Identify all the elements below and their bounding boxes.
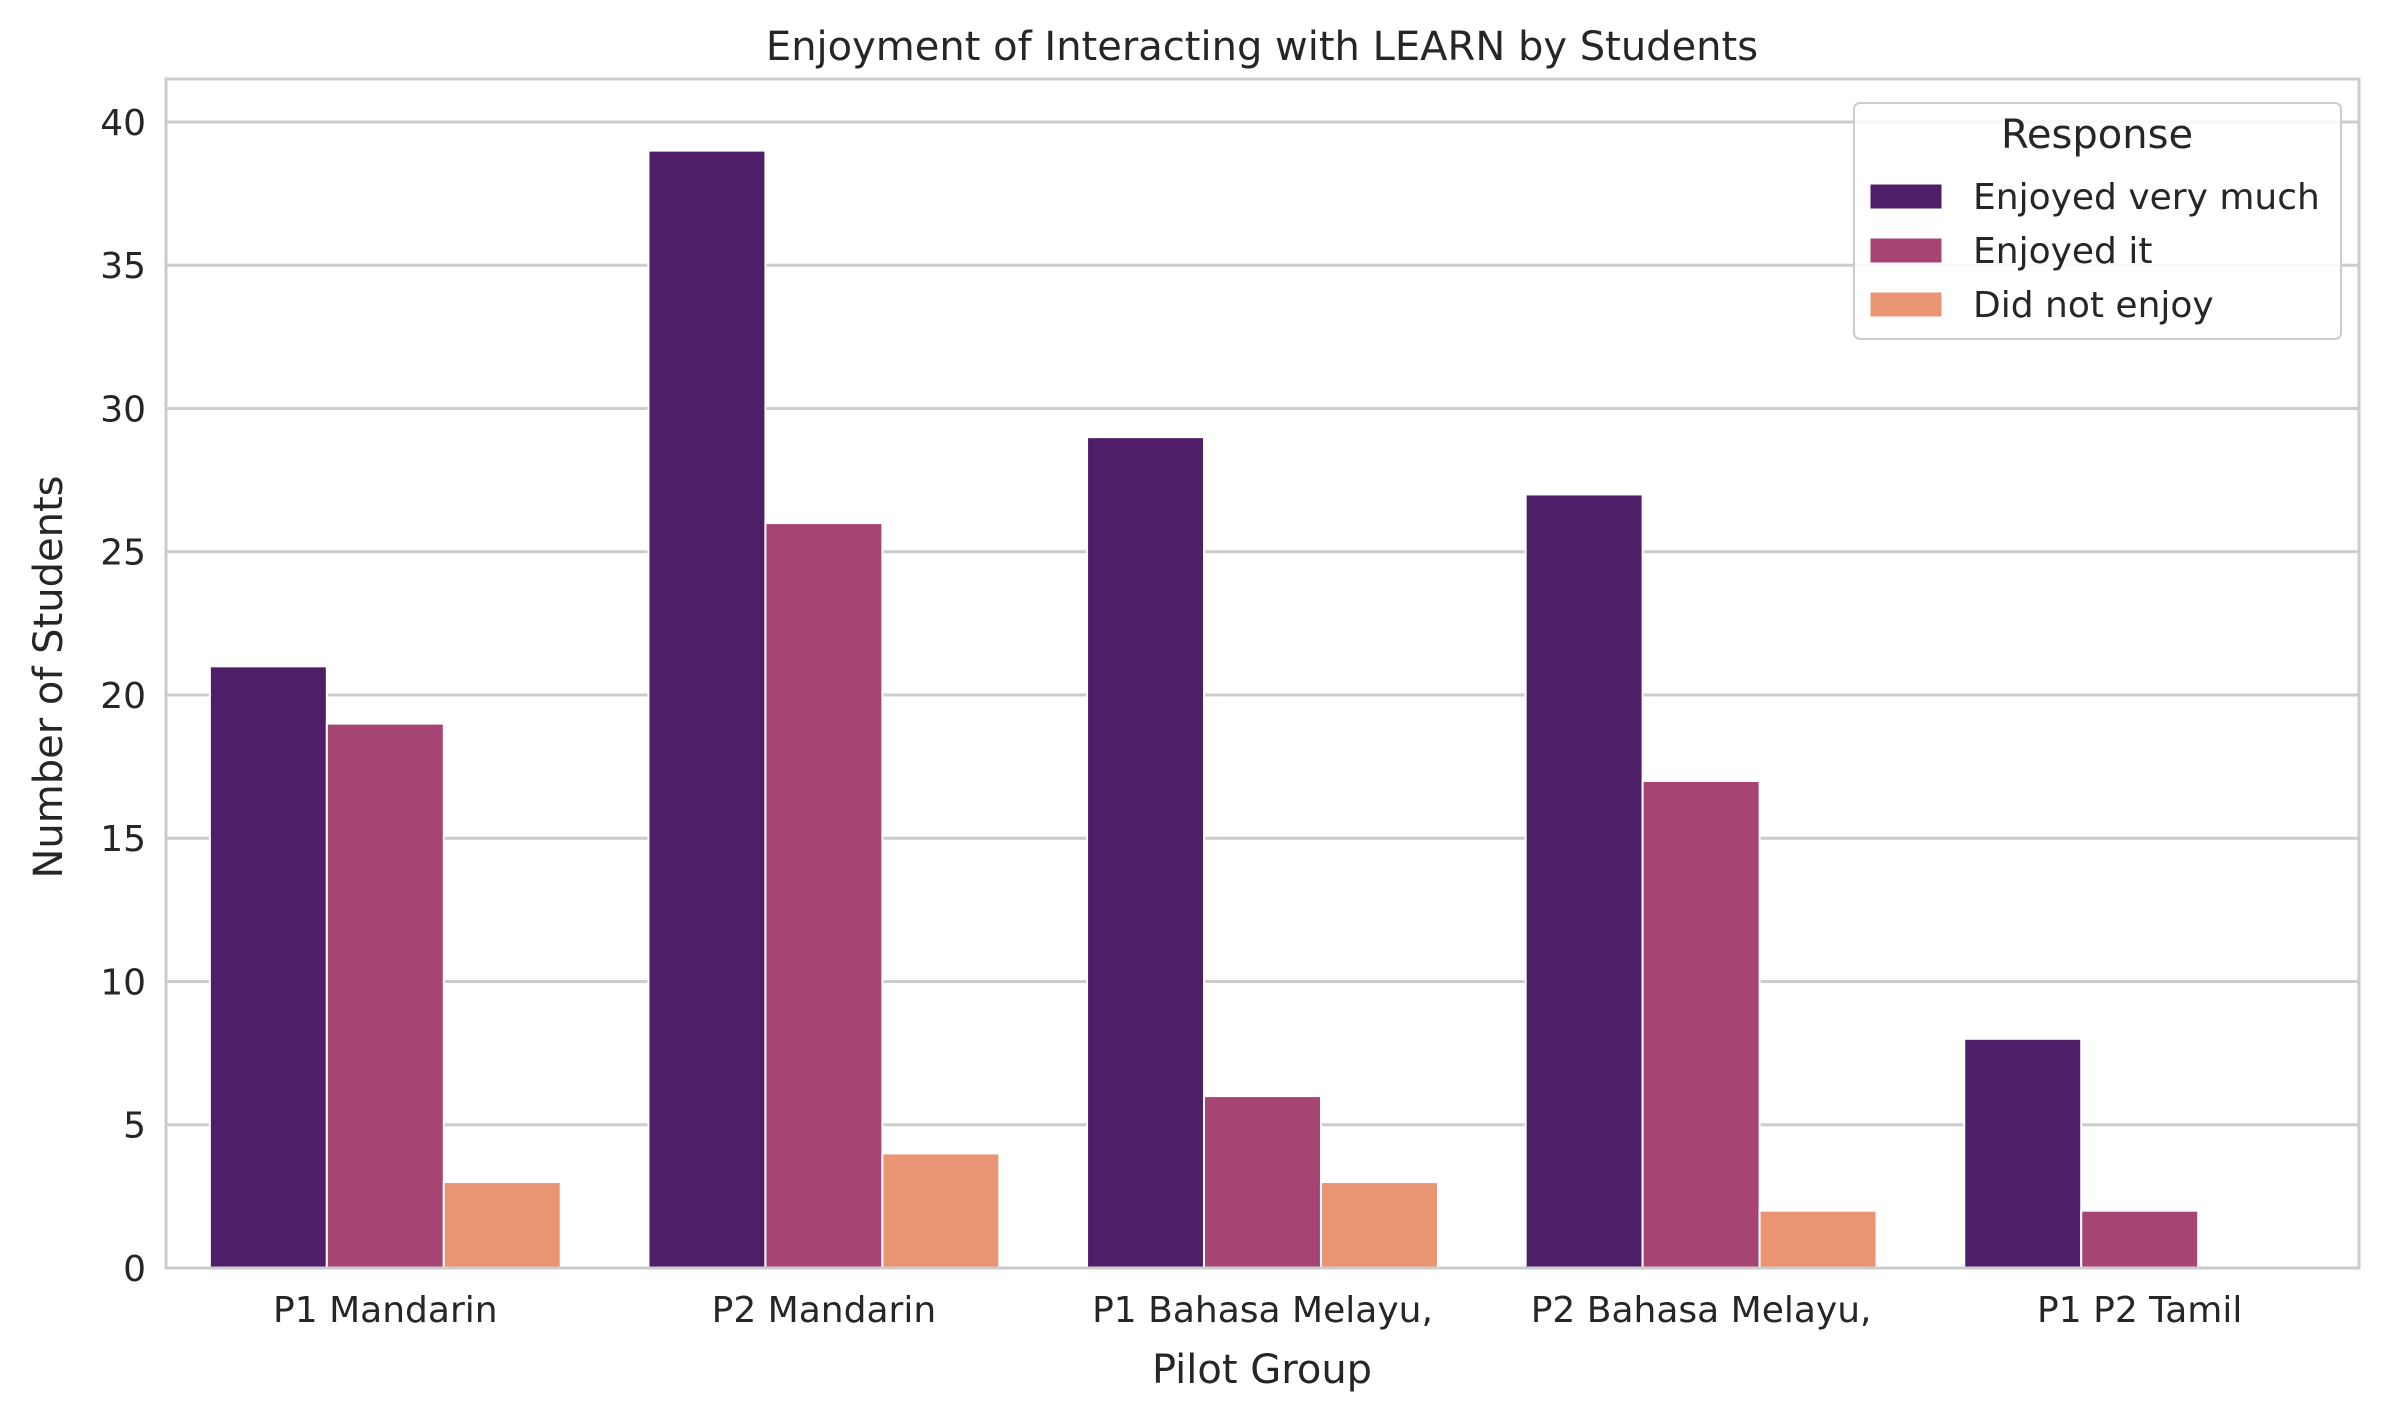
legend: Response Enjoyed very much Enjoyed it Did … <box>1853 102 2342 340</box>
y-tick-label: 0 <box>123 1249 146 1290</box>
y-tick-label: 30 <box>100 389 146 430</box>
bar <box>1758 1209 1878 1270</box>
bar <box>764 522 884 1269</box>
legend-swatch <box>1869 291 1943 318</box>
legend-label: Did not enjoy <box>1973 285 2214 326</box>
bar <box>442 1181 562 1270</box>
legend-label: Enjoyed very much <box>1973 177 2320 218</box>
plot-frame <box>164 77 2361 1270</box>
y-tick-label: 15 <box>100 819 146 860</box>
x-tick-labels: P1 Mandarin P2 Mandarin P1 Bahasa Melayu, P… <box>273 1290 2242 1331</box>
bar <box>1963 1037 2083 1269</box>
bar <box>1524 493 1644 1270</box>
y-tick-label: 25 <box>100 533 146 574</box>
bar <box>325 722 445 1269</box>
bar <box>647 149 767 1270</box>
legend-swatch <box>1869 183 1943 210</box>
x-axis-label: Pilot Group <box>1152 1347 1372 1393</box>
chart-title: Enjoyment of Interacting with LEARN by S… <box>766 24 1758 70</box>
x-tick-label: P2 Mandarin <box>712 1290 937 1331</box>
bar <box>1319 1181 1439 1270</box>
bars <box>208 149 2200 1270</box>
y-tick-label: 10 <box>100 962 146 1003</box>
y-tick-labels: 0 5 10 15 20 25 30 35 40 <box>100 103 146 1290</box>
legend-box <box>1853 102 2342 340</box>
legend-items: Enjoyed very much Enjoyed it Did not enjoy <box>1869 177 2320 326</box>
x-tick-label: P1 Bahasa Melayu, <box>1092 1290 1433 1331</box>
legend-title: Response <box>2001 112 2193 158</box>
y-tick-label: 40 <box>100 103 146 144</box>
bar <box>1203 1095 1322 1270</box>
y-axis-label: Number of Students <box>26 476 72 879</box>
bar <box>881 1152 1001 1269</box>
bar <box>2080 1209 2200 1270</box>
bar <box>1641 779 1761 1269</box>
x-tick-label: P1 P2 Tamil <box>2037 1290 2242 1331</box>
bar <box>208 665 328 1269</box>
y-tick-label: 35 <box>100 246 146 287</box>
x-tick-label: P2 Bahasa Melayu, <box>1531 1290 1872 1331</box>
x-tick-label: P1 Mandarin <box>273 1290 498 1331</box>
y-tick-label: 5 <box>123 1106 146 1147</box>
legend-swatch <box>1869 237 1943 264</box>
bar <box>1086 436 1206 1270</box>
y-tick-label: 20 <box>100 676 146 717</box>
legend-label: Enjoyed it <box>1973 231 2152 272</box>
